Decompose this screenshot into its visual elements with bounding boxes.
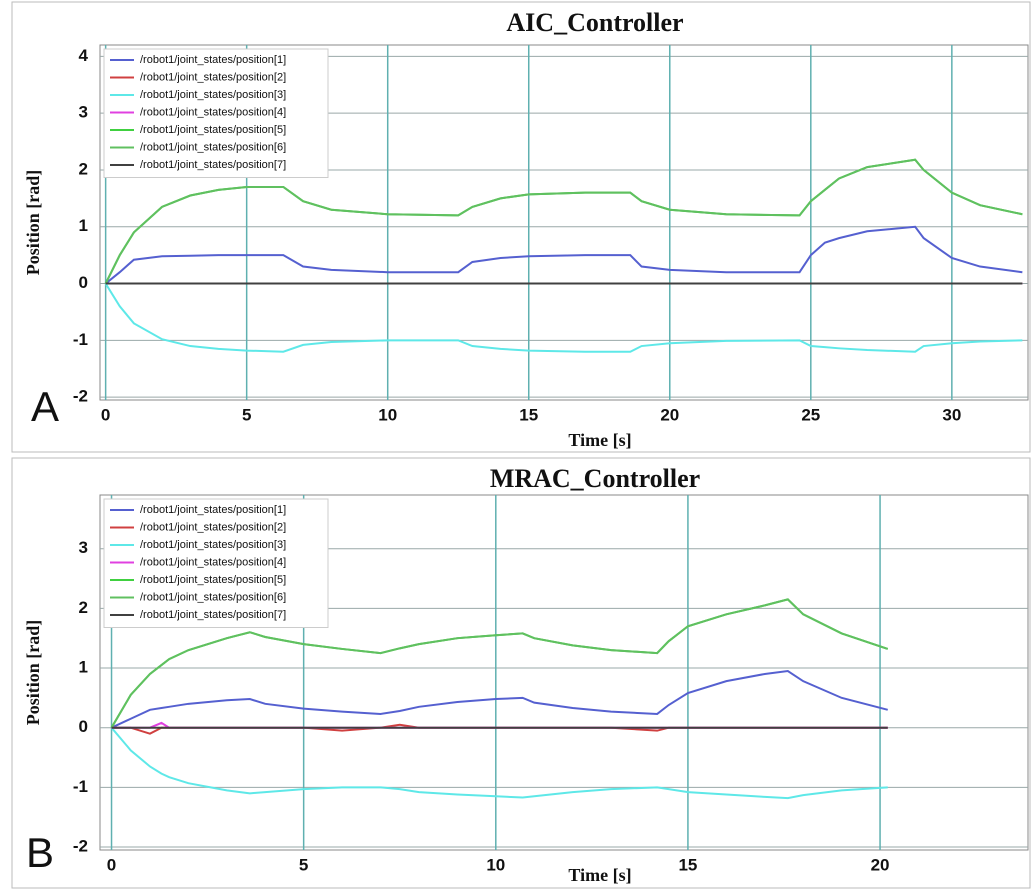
x-tick-label: 0	[101, 405, 110, 424]
legend-label: /robot1/joint_states/position[7]	[140, 159, 286, 171]
y-tick-label: 3	[79, 538, 88, 557]
series-line	[104, 283, 1023, 353]
x-tick-label: 30	[942, 405, 961, 424]
y-tick-label: 4	[79, 46, 89, 65]
y-tick-label: -2	[73, 387, 88, 406]
legend-label: /robot1/joint_states/position[3]	[140, 89, 286, 101]
y-tick-label: 2	[79, 598, 88, 617]
y-tick-label: 0	[79, 273, 88, 292]
legend-label: /robot1/joint_states/position[4]	[140, 556, 286, 568]
legend-label: /robot1/joint_states/position[4]	[140, 106, 286, 118]
y-tick-label: -1	[73, 777, 88, 796]
x-tick-label: 25	[801, 405, 820, 424]
legend-label: /robot1/joint_states/position[5]	[140, 574, 286, 586]
y-tick-label: 2	[79, 159, 88, 178]
x-tick-label: 5	[242, 405, 251, 424]
legend-label: /robot1/joint_states/position[1]	[140, 54, 286, 66]
y-tick-label: 3	[79, 103, 88, 122]
series-line	[111, 669, 888, 729]
panel-label: A	[31, 383, 59, 430]
legend-label: /robot1/joint_states/position[7]	[140, 609, 286, 621]
legend-label: /robot1/joint_states/position[2]	[140, 71, 286, 83]
y-tick-label: 1	[79, 658, 88, 677]
x-axis-label: Time [s]	[568, 430, 631, 450]
legend-label: /robot1/joint_states/position[5]	[140, 124, 286, 136]
x-tick-label: 20	[871, 855, 890, 874]
y-tick-label: 0	[79, 717, 88, 736]
chart-panel: -2 -1 0 1 2 3 4 0 5 10 15 20 25 30 AIC_Controller Time …	[11, 1, 1031, 453]
y-axis-label: Position [rad]	[23, 170, 43, 276]
series-line	[110, 727, 888, 800]
legend-label: /robot1/joint_states/position[2]	[140, 521, 286, 533]
legend-box	[103, 48, 329, 178]
legend-box	[103, 498, 329, 628]
y-tick-label: -2	[73, 837, 88, 856]
legend-label: /robot1/joint_states/position[3]	[140, 539, 286, 551]
legend-label: /robot1/joint_states/position[6]	[140, 591, 286, 603]
series-line	[110, 598, 889, 729]
x-tick-label: 20	[660, 405, 679, 424]
x-tick-label: 5	[299, 855, 308, 874]
x-axis-label: Time [s]	[568, 865, 631, 885]
legend-label: /robot1/joint_states/position[6]	[140, 141, 286, 153]
x-tick-label: 15	[678, 855, 697, 874]
x-tick-label: 15	[519, 405, 538, 424]
x-tick-label: 0	[107, 855, 116, 874]
x-tick-label: 10	[486, 855, 505, 874]
y-tick-label: 1	[79, 216, 88, 235]
y-axis-label: Position [rad]	[23, 620, 43, 726]
series-line	[105, 225, 1023, 285]
x-tick-label: 10	[378, 405, 397, 424]
series-line	[104, 158, 1023, 285]
legend-label: /robot1/joint_states/position[1]	[140, 504, 286, 516]
chart-panel: -2 -1 0 1 2 3 0 5 10 15 20 MRAC_Controller Time [s] P…	[11, 457, 1031, 889]
panel-label: B	[26, 829, 54, 876]
y-tick-label: -1	[73, 330, 88, 349]
chart-title: MRAC_Controller	[490, 464, 700, 493]
chart-title: AIC_Controller	[506, 8, 683, 37]
